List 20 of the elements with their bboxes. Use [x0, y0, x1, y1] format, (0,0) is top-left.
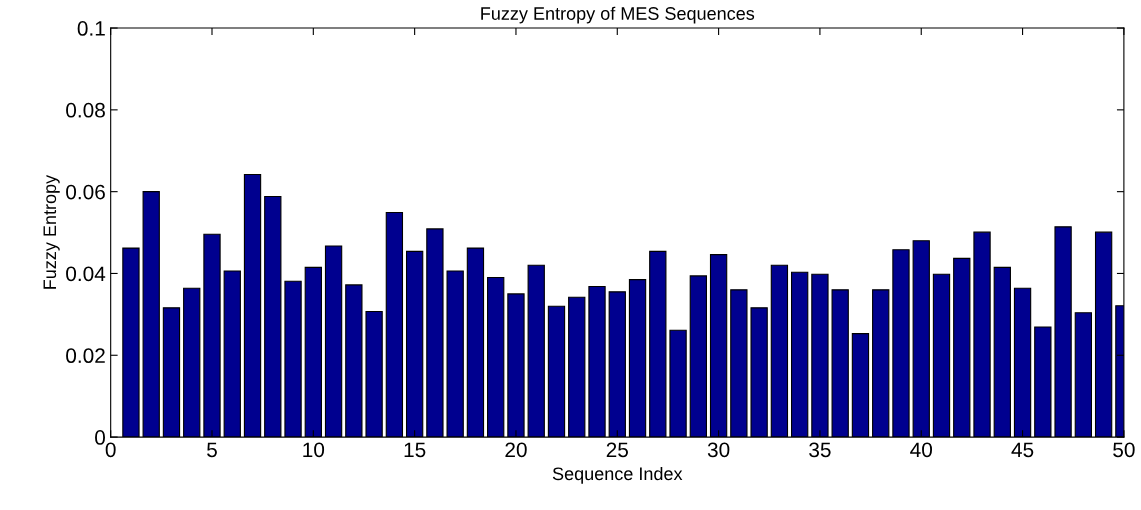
x-tick-label: 30 — [707, 442, 730, 458]
y-tick-label: 0.06 — [66, 184, 105, 200]
x-tick-label: 45 — [1011, 442, 1034, 458]
x-tick-label: 5 — [207, 442, 217, 458]
x-tick-label: 10 — [303, 442, 325, 458]
x-tick-label: 0 — [105, 442, 116, 458]
chart-title: Fuzzy Entropy of MES Sequences — [481, 6, 755, 24]
x-axis-title: Sequence Index — [552, 466, 683, 484]
y-tick-label: 0 — [95, 430, 105, 445]
y-tick-label: 0.1 — [77, 21, 105, 36]
y-tick-label: 0.08 — [66, 102, 105, 118]
y-tick-label: 0.02 — [66, 348, 105, 364]
x-tick-label: 20 — [505, 442, 527, 458]
x-tick-label: 25 — [606, 442, 628, 458]
x-tick-label: 15 — [404, 442, 426, 458]
y-axis-title: Fuzzy Entropy — [43, 174, 60, 289]
x-tick-label: 35 — [809, 442, 831, 458]
y-tick-label: 0.04 — [66, 266, 106, 282]
x-tick-label: 40 — [910, 442, 933, 458]
x-tick-label: 50 — [1113, 442, 1135, 458]
